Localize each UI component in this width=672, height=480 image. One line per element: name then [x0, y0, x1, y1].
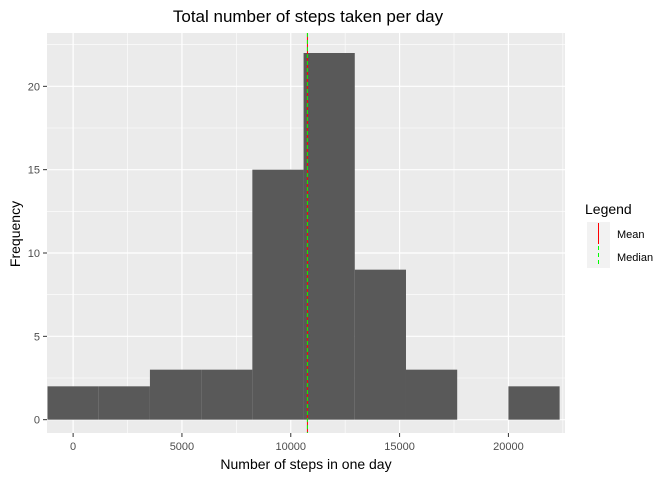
y-tick-label: 0 — [34, 415, 40, 427]
legend-label-median: Median — [617, 252, 653, 264]
chart-title: Total number of steps taken per day — [173, 7, 444, 26]
histogram-bar-3 — [201, 369, 253, 420]
histogram-bar-1 — [98, 386, 150, 420]
y-tick-label: 5 — [34, 331, 40, 343]
histogram-bar-2 — [149, 369, 202, 420]
legend-title: Legend — [585, 201, 632, 217]
histogram-bar-0 — [47, 386, 99, 420]
x-tick-label: 5000 — [170, 441, 194, 453]
x-tick-label: 0 — [70, 441, 76, 453]
tick-labels: 0 5000 10000 15000 20000 0 5 10 15 20 — [28, 81, 524, 453]
x-axis-title: Number of steps in one day — [220, 456, 391, 472]
histogram-bar-9 — [508, 386, 560, 420]
legend-label-mean: Mean — [617, 229, 645, 241]
legend: Legend Mean Median — [585, 201, 653, 268]
histogram-bar-7 — [405, 369, 458, 420]
y-tick-label: 20 — [28, 81, 40, 93]
bars — [47, 53, 560, 420]
x-tick-label: 20000 — [493, 441, 524, 453]
x-tick-label: 15000 — [384, 441, 415, 453]
y-axis-title: Frequency — [7, 201, 23, 267]
y-tick-label: 15 — [28, 165, 40, 177]
axis-ticks — [43, 85, 509, 437]
histogram-bar-6 — [354, 269, 406, 420]
y-tick-label: 10 — [28, 248, 40, 260]
histogram-bar-5 — [303, 53, 355, 420]
histogram-bar-4 — [252, 169, 304, 420]
x-tick-label: 10000 — [275, 441, 306, 453]
